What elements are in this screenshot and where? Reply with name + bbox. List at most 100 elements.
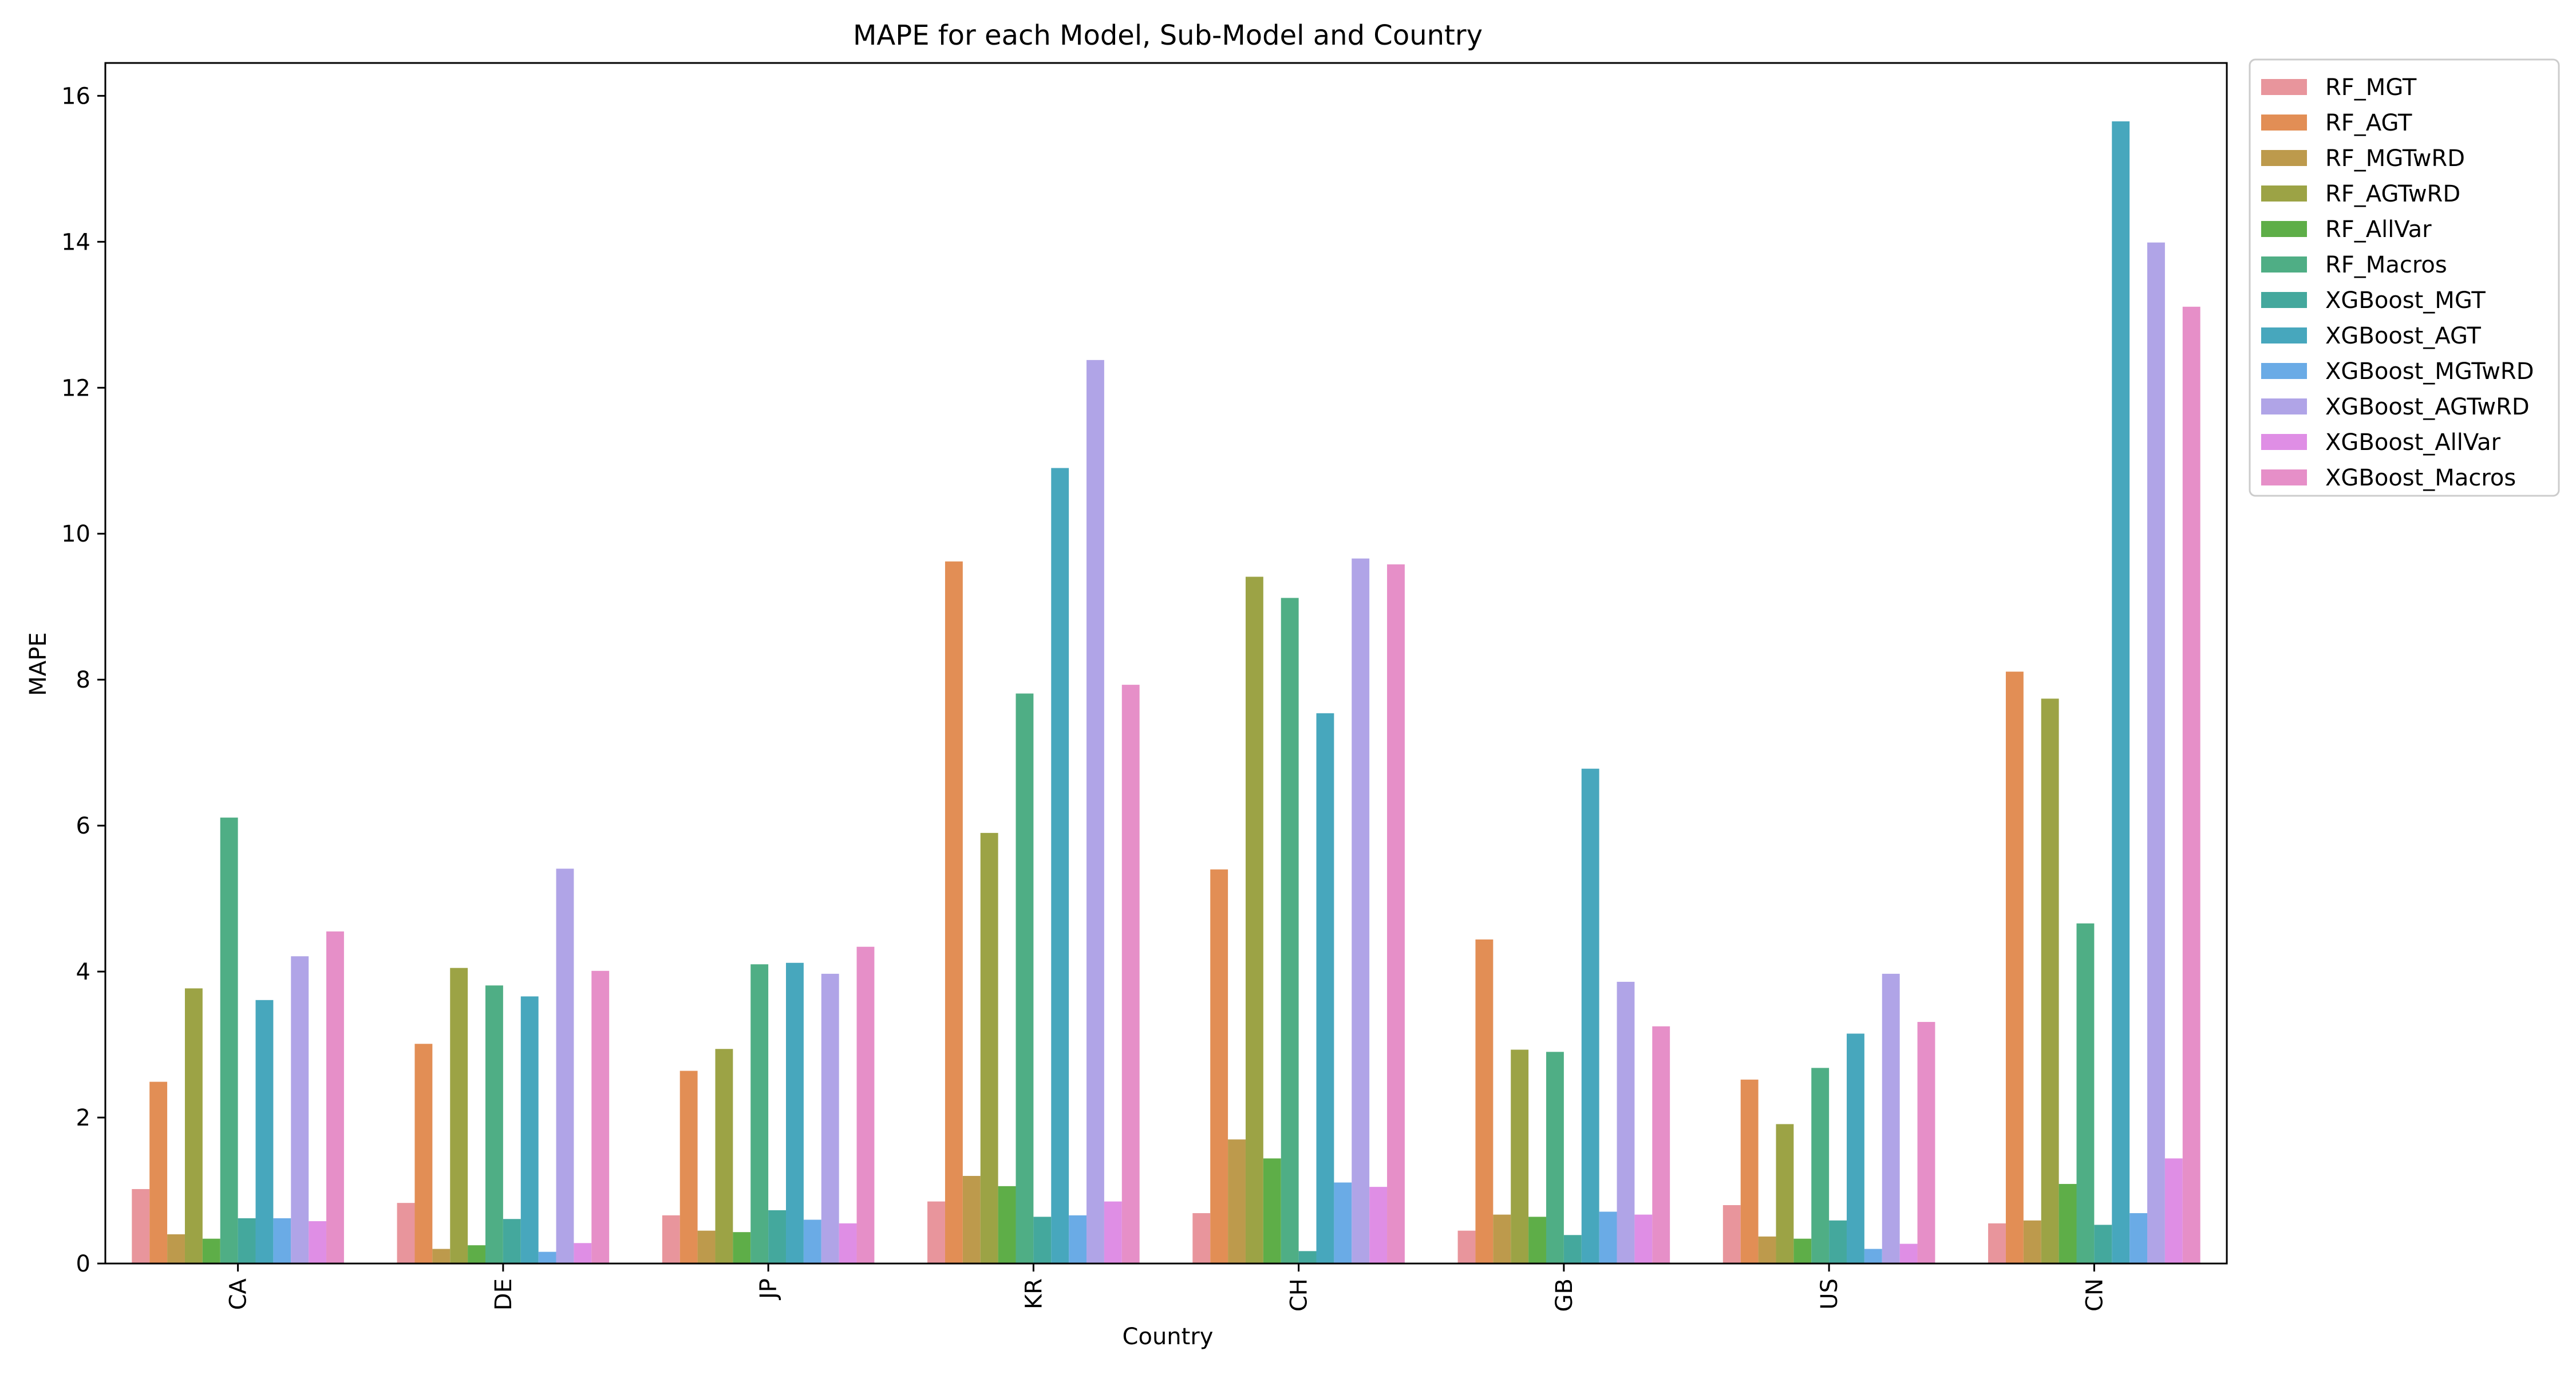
bar-CH-RF_MGTwRD [1228, 1139, 1246, 1264]
bar-CA-XGBoost_AGTwRD [291, 956, 309, 1264]
y-tick-label: 0 [76, 1251, 90, 1277]
legend-swatch-XGBoost_MGTwRD [2261, 363, 2307, 379]
bar-US-RF_AGTwRD [1776, 1124, 1794, 1264]
x-tick-label-DE: DE [491, 1278, 517, 1310]
bar-JP-RF_MGTwRD [697, 1230, 716, 1264]
bar-CA-XGBoost_AGT [255, 1000, 274, 1264]
bar-CN-RF_MGT [1988, 1223, 2006, 1264]
bar-CN-XGBoost_Macros [2182, 306, 2200, 1264]
bar-KR-XGBoost_AGTwRD [1086, 360, 1104, 1264]
legend-label-RF_MGT: RF_MGT [2325, 74, 2417, 101]
y-tick-label: 10 [61, 521, 90, 547]
bar-US-XGBoost_AGTwRD [1882, 973, 1900, 1264]
bar-US-RF_MGTwRD [1758, 1236, 1776, 1264]
bar-DE-RF_AGT [414, 1044, 433, 1264]
y-tick-label: 16 [61, 83, 90, 109]
legend-label-XGBoost_AGT: XGBoost_AGT [2325, 323, 2482, 349]
bar-CN-XGBoost_AGTwRD [2147, 242, 2165, 1264]
bar-KR-RF_AGTwRD [980, 832, 998, 1264]
bar-DE-RF_AllVar [468, 1245, 485, 1264]
bar-CH-XGBoost_AGTwRD [1352, 558, 1370, 1264]
x-tick-label-GB: GB [1551, 1278, 1578, 1312]
bar-DE-XGBoost_MGTwRD [538, 1251, 556, 1264]
legend: RF_MGT RF_AGT RF_MGTwRD RF_AGTwRD RF_AllVar R… [2249, 58, 2560, 497]
bar-CH-XGBoost_MGTwRD [1334, 1182, 1352, 1264]
legend-label-XGBoost_MGT: XGBoost_MGT [2325, 287, 2486, 314]
bar-US-RF_AllVar [1793, 1238, 1812, 1264]
legend-swatch-RF_AGT [2261, 114, 2307, 131]
bar-US-XGBoost_MGTwRD [1864, 1249, 1882, 1264]
bar-CN-XGBoost_MGTwRD [2129, 1213, 2148, 1264]
bar-US-XGBoost_Macros [1917, 1022, 1935, 1264]
x-axis: CA DE JP KR CH GB US CN [226, 1264, 2108, 1312]
bar-GB-RF_MGT [1457, 1230, 1476, 1264]
x-tick-label-CN: CN [2081, 1278, 2108, 1312]
bar-CH-RF_Macros [1281, 598, 1299, 1264]
y-tick-label: 12 [61, 375, 90, 401]
bar-KR-XGBoost_AGT [1051, 468, 1069, 1264]
legend-swatch-XGBoost_AGT [2261, 327, 2307, 344]
bar-KR-RF_Macros [1016, 693, 1034, 1264]
bar-US-RF_Macros [1811, 1068, 1830, 1264]
legend-label-XGBoost_MGTwRD: XGBoost_MGTwRD [2325, 358, 2534, 385]
bar-DE-XGBoost_AGTwRD [556, 868, 574, 1264]
legend-swatch-XGBoost_AllVar [2261, 434, 2307, 450]
bar-CN-RF_AllVar [2059, 1184, 2077, 1264]
y-tick-label: 14 [61, 229, 90, 255]
bar-CN-RF_AGT [2005, 672, 2024, 1264]
bar-JP-XGBoost_AGTwRD [821, 973, 839, 1264]
bar-KR-RF_MGTwRD [962, 1176, 981, 1264]
bar-DE-XGBoost_AGT [520, 996, 539, 1264]
bar-US-XGBoost_MGT [1829, 1220, 1847, 1264]
bar-JP-RF_AllVar [733, 1232, 751, 1264]
bar-JP-XGBoost_AGT [786, 962, 804, 1264]
y-tick-label: 6 [76, 813, 90, 839]
bar-DE-XGBoost_Macros [591, 970, 610, 1264]
x-tick-label-JP: JP [756, 1278, 782, 1301]
bars-group [132, 121, 2200, 1264]
legend-swatch-RF_Macros [2261, 256, 2307, 273]
bar-CH-XGBoost_Macros [1387, 564, 1405, 1264]
legend-label-XGBoost_Macros: XGBoost_Macros [2325, 465, 2516, 491]
bar-GB-RF_Macros [1546, 1052, 1564, 1264]
bar-DE-RF_MGTwRD [432, 1249, 451, 1264]
bar-KR-RF_AllVar [998, 1186, 1016, 1264]
bar-US-RF_AGT [1740, 1079, 1759, 1264]
bar-CH-XGBoost_AllVar [1369, 1187, 1388, 1264]
plot-frame [104, 62, 2228, 1265]
bar-CH-XGBoost_MGT [1298, 1251, 1317, 1264]
y-tick-label: 2 [76, 1105, 90, 1131]
chart-title: MAPE for each Model, Sub-Model and Count… [853, 19, 1483, 52]
bar-DE-RF_MGT [397, 1203, 415, 1264]
bar-GB-RF_AllVar [1528, 1217, 1546, 1264]
legend-label-RF_AGT: RF_AGT [2325, 110, 2412, 136]
x-axis-label: Country [1123, 1324, 1214, 1350]
bar-CH-RF_AGT [1210, 869, 1228, 1264]
legend-swatch-RF_AGTwRD [2261, 185, 2307, 202]
x-tick-label-US: US [1816, 1278, 1843, 1310]
bar-GB-RF_MGTwRD [1493, 1214, 1511, 1264]
y-tick-label: 4 [76, 959, 90, 985]
bar-KR-XGBoost_Macros [1121, 685, 1140, 1264]
bar-CA-XGBoost_MGTwRD [273, 1218, 291, 1264]
bar-CA-RF_AGT [149, 1081, 168, 1264]
bar-JP-RF_AGTwRD [715, 1049, 733, 1264]
bar-CN-RF_Macros [2076, 923, 2095, 1264]
bar-CA-XGBoost_Macros [326, 931, 344, 1264]
legend-label-RF_AGTwRD: RF_AGTwRD [2325, 181, 2460, 207]
bar-CN-RF_MGTwRD [2023, 1220, 2041, 1264]
bar-US-XGBoost_AllVar [1899, 1243, 1918, 1264]
bar-DE-XGBoost_MGT [503, 1219, 521, 1264]
bar-JP-RF_Macros [750, 964, 769, 1264]
bar-KR-XGBoost_MGT [1033, 1217, 1052, 1264]
bar-DE-RF_AGTwRD [450, 968, 468, 1264]
bar-GB-RF_AGTwRD [1511, 1049, 1529, 1264]
bar-JP-RF_AGT [679, 1071, 698, 1264]
bar-DE-XGBoost_AllVar [574, 1243, 592, 1264]
bar-CH-RF_AGTwRD [1245, 577, 1263, 1264]
bar-GB-XGBoost_MGT [1563, 1235, 1582, 1264]
x-tick-label-CH: CH [1286, 1278, 1313, 1312]
bar-CH-RF_MGT [1192, 1213, 1211, 1264]
bar-CA-RF_AGTwRD [184, 988, 203, 1264]
